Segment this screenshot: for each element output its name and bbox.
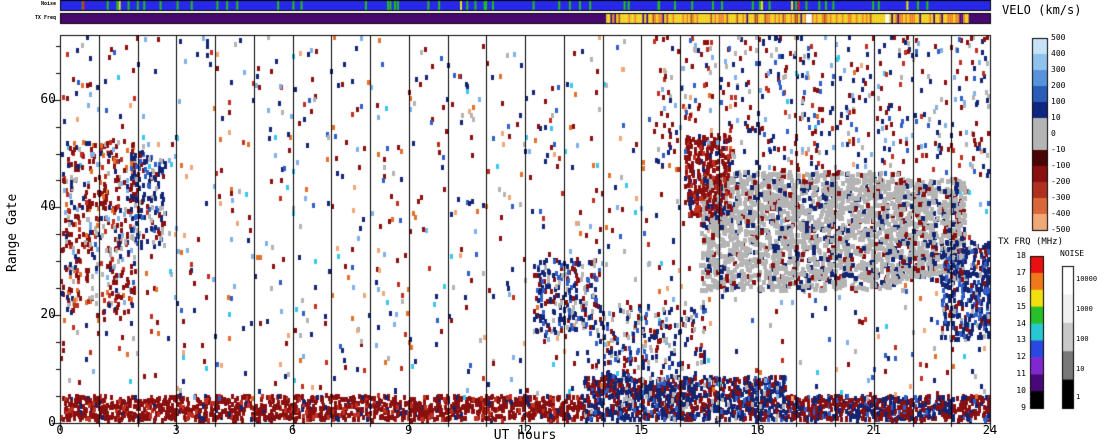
velo-tick-label: -400 xyxy=(1051,209,1071,218)
y-tick-label: 40 xyxy=(40,199,56,215)
velo-tick-label: -300 xyxy=(1051,193,1071,202)
noise-tick-label: 1000 xyxy=(1076,305,1093,313)
velo-tick-label: -100 xyxy=(1051,161,1071,170)
x-tick-label: 0 xyxy=(56,423,64,437)
txfrq-legend-title: TX FRQ (MHz) xyxy=(998,237,1064,247)
txfreq-strip-label: TX Freq xyxy=(34,15,56,21)
x-tick-label: 21 xyxy=(866,423,881,437)
y-tick-label: 0 xyxy=(48,415,56,430)
txfrq-tick-label: 10 xyxy=(1016,386,1026,396)
txfrq-tick-label: 9 xyxy=(1021,403,1026,412)
noise-tick-label: 100 xyxy=(1076,335,1089,343)
x-axis-label: UT hours xyxy=(493,428,557,441)
txfrq-tick-label: 13 xyxy=(1016,335,1026,345)
velo-tick-label: 400 xyxy=(1051,49,1066,58)
velo-tick-label: 0 xyxy=(1051,129,1056,138)
noise-tick-label: 10 xyxy=(1076,365,1085,373)
y-axis-label: Range Gate xyxy=(5,193,20,272)
y-tick-label: 60 xyxy=(40,91,56,107)
y-tick-label: 20 xyxy=(40,307,56,323)
x-tick-label: 18 xyxy=(750,423,765,437)
velo-tick-label: -200 xyxy=(1051,177,1071,186)
x-tick-label: 12 xyxy=(517,423,533,437)
txfrq-tick-label: 14 xyxy=(1016,318,1026,328)
x-tick-label: 15 xyxy=(634,423,649,437)
noise-strip-label: Noise xyxy=(40,1,56,7)
x-tick-label: 24 xyxy=(982,423,998,437)
txfrq-tick-label: 12 xyxy=(1016,352,1026,362)
velo-tick-label: 100 xyxy=(1051,97,1066,106)
txfrq-tick-label: 11 xyxy=(1016,369,1026,379)
noise-tick-label: 10000 xyxy=(1076,275,1098,283)
velo-tick-label: 300 xyxy=(1051,65,1066,74)
velo-tick-label: 200 xyxy=(1051,81,1066,90)
txfrq-tick-label: 16 xyxy=(1016,284,1026,294)
txfrq-tick-label: 18 xyxy=(1016,251,1026,260)
velo-tick-label: 500 xyxy=(1051,33,1066,42)
noise-legend-title: NOISE xyxy=(1060,249,1085,258)
velo-tick-label: -10 xyxy=(1051,145,1066,154)
x-tick-label: 6 xyxy=(288,423,297,437)
velo-tick-label: -500 xyxy=(1051,225,1071,234)
velo-tick-label: 10 xyxy=(1051,113,1061,122)
velo-legend-title: VELO (km/s) xyxy=(1002,3,1082,17)
txfrq-tick-label: 17 xyxy=(1016,267,1026,277)
noise-tick-label: 1 xyxy=(1076,393,1081,401)
txfrq-tick-label: 15 xyxy=(1016,301,1026,311)
x-tick-label: 9 xyxy=(405,423,413,437)
x-tick-label: 3 xyxy=(172,423,180,437)
